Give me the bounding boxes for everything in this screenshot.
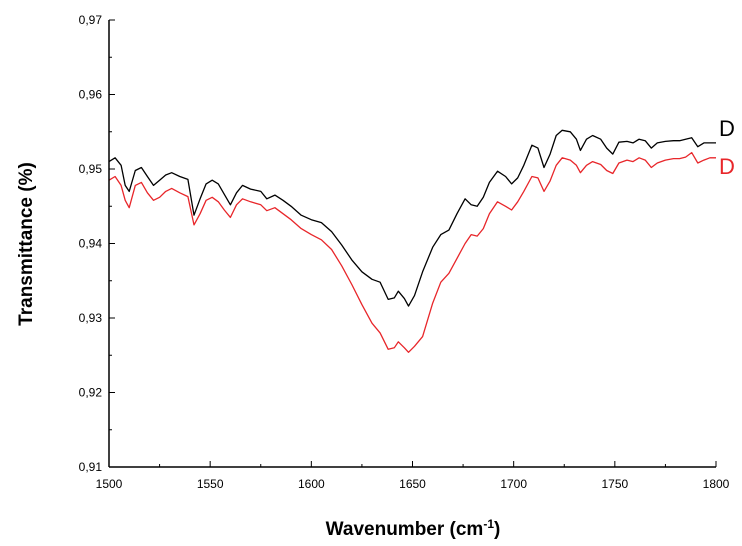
y-axis-title: Transmittance (%) xyxy=(16,162,37,326)
y-tick-label: 0,97 xyxy=(79,13,103,27)
series-end-labels: DD xyxy=(719,116,735,179)
series-label-1: D xyxy=(719,116,735,141)
x-tick-label: 1550 xyxy=(197,477,224,491)
axis-ticks xyxy=(108,19,717,468)
y-tick-label: 0,95 xyxy=(79,162,103,176)
tick-labels: 1500 1550 1600 1650 1700 1750 1800 0,91 0,92 0,93… xyxy=(79,13,730,491)
x-tick-label: 1750 xyxy=(601,477,628,491)
x-axis-title-superscript: -1 xyxy=(483,517,494,531)
y-tick-label: 0,93 xyxy=(79,311,103,325)
y-tick-label: 0,96 xyxy=(79,88,103,102)
series-lines xyxy=(108,129,716,353)
y-tick-label: 0,91 xyxy=(79,460,103,474)
series-label-2: D xyxy=(719,154,735,179)
x-axis-title: Wavenumber (cm-1) xyxy=(326,517,501,540)
y-tick-label: 0,92 xyxy=(79,386,103,400)
x-tick-label: 1700 xyxy=(500,477,527,491)
series-line-1 xyxy=(108,129,716,307)
x-tick-label: 1650 xyxy=(399,477,426,491)
series-line-2 xyxy=(108,151,716,353)
x-tick-label: 1800 xyxy=(703,477,730,491)
x-tick-label: 1600 xyxy=(298,477,325,491)
y-tick-label: 0,94 xyxy=(79,237,103,251)
x-tick-label: 1500 xyxy=(96,477,123,491)
